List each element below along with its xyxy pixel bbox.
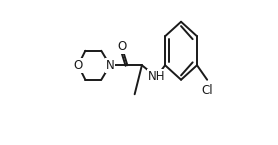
Text: NH: NH bbox=[148, 70, 165, 83]
Text: N: N bbox=[106, 59, 114, 72]
Text: Cl: Cl bbox=[201, 84, 213, 97]
Text: O: O bbox=[73, 59, 83, 72]
Text: O: O bbox=[117, 40, 126, 53]
